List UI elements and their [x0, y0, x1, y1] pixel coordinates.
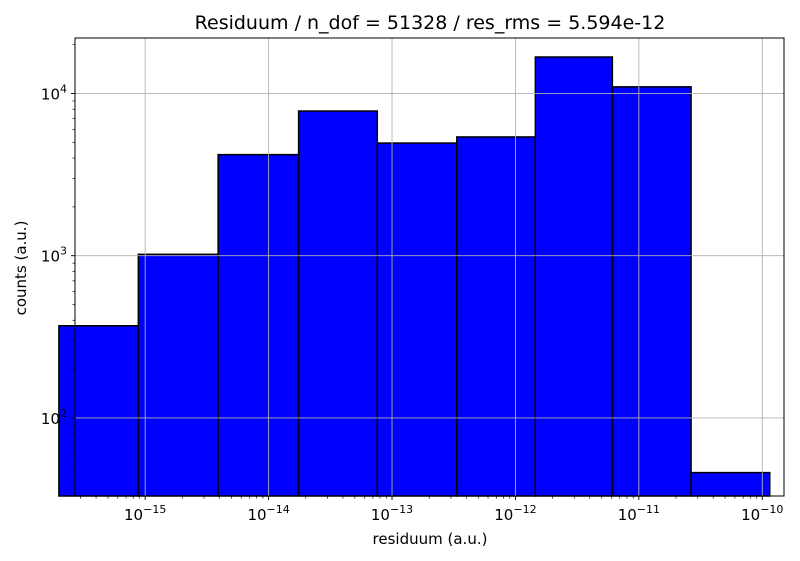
y-tick-label: 104 [41, 83, 67, 104]
histogram-bar [690, 471, 771, 497]
histogram-bar [534, 56, 614, 497]
histogram-bars [58, 56, 771, 497]
histogram-bar [217, 153, 300, 497]
histogram-bar [297, 110, 379, 497]
y-axis-label: counts (a.u.) [12, 221, 30, 316]
x-axis-label: residuum (a.u.) [373, 530, 488, 548]
histogram-bar [611, 86, 692, 497]
y-tick-label: 102 [41, 407, 67, 428]
y-tick-label: 103 [41, 245, 67, 266]
histogram-bar [137, 253, 219, 497]
x-tick-label: 10−10 [741, 503, 783, 524]
x-tick-label: 10−14 [247, 503, 289, 524]
chart-title: Residuum / n_dof = 51328 / res_rms = 5.5… [195, 12, 666, 34]
minor-ticks [72, 44, 757, 499]
histogram-bar [376, 142, 458, 497]
plot-area: 10−15 10−14 10−13 10−12 10−11 10−10 102 103 104 [41, 37, 785, 524]
x-tick-label: 10−12 [494, 503, 536, 524]
histogram-bar [58, 325, 140, 497]
grid-lines [75, 38, 784, 496]
x-tick-label: 10−13 [371, 503, 413, 524]
x-tick-label: 10−11 [618, 503, 660, 524]
histogram-bar [456, 136, 537, 497]
x-tick-label: 10−15 [124, 503, 166, 524]
